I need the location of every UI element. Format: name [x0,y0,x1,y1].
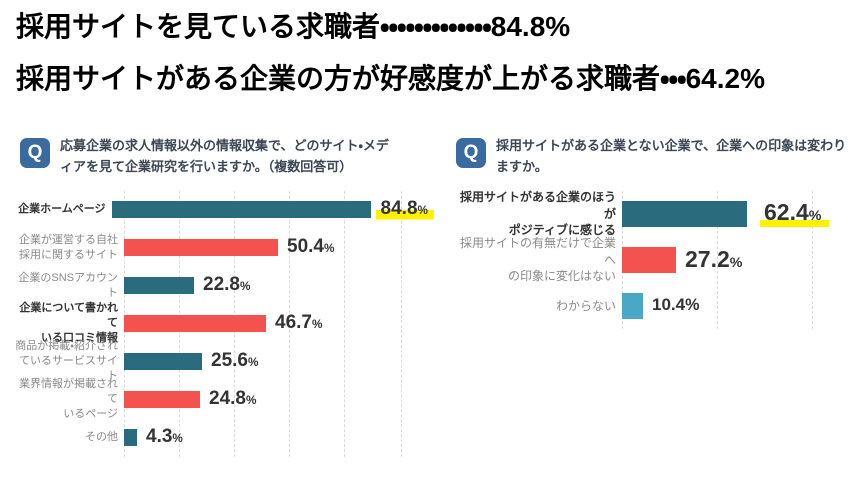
bar-row: 企業のSNSアカウント 22.8% [14,267,434,305]
bar-row: 採用サイトの有無だけで企業へ の印象に変化はない 27.2% [450,236,850,283]
percent-sign: % [685,296,700,315]
headline-1-dots: ・・・・・・・・・・・・・ [380,11,492,42]
category-label: わからない [555,298,616,313]
right-plot: 採用サイトがある企業のほうが ポジティブに感じる 62.4% 採用サイトの有無だ… [450,190,850,329]
bar [124,391,200,409]
percent-sign: % [172,432,183,446]
value-label: 25.6% [211,350,259,372]
percent-sign: % [311,318,323,332]
percent-sign: % [247,356,259,370]
value-label: 84.8% [375,198,434,221]
category-label: 業界情報が掲載されて いるページ [19,378,118,421]
value-label: 50.4% [287,236,335,258]
percent-sign: % [245,394,257,408]
value-label: 10.4% [652,295,700,315]
percent-sign: % [729,254,743,271]
chart-media-research: Q 応募企業の求人情報以外の情報収集で、どのサイト・メディアを見て企業研究を行い… [14,136,434,457]
bar [124,277,194,295]
bar [124,353,202,371]
left-question: Q 応募企業の求人情報以外の情報収集で、どのサイト・メディアを見て企業研究を行い… [14,136,434,178]
headline-1-value: 84.8% [490,11,571,42]
percent-sign: % [808,207,822,224]
value-label: 24.8% [209,388,257,410]
bar [622,292,643,319]
bar-row: わからない 10.4% [450,283,850,329]
right-question-text: 採用サイトがある企業とない企業で、企業への印象は変わりますか。 [496,138,847,174]
category-label: 企業のSNSアカウント [18,271,118,299]
bar-row: 採用サイトがある企業のほうが ポジティブに感じる 62.4% [450,190,850,237]
category-label: 採用サイトがある企業のほうが ポジティブに感じる [459,190,616,237]
charts-row: Q 応募企業の求人情報以外の情報収集で、どのサイト・メディアを見て企業研究を行い… [0,136,860,457]
right-question: Q 採用サイトがある企業とない企業で、企業への印象は変わりますか。 [450,136,850,178]
left-plot: 企業ホームページ 84.8% 企業が運営する自社 採用に関するサイト 50.4%… [14,190,434,457]
bar [124,429,137,447]
bar-row: 業界情報が掲載されて いるページ 24.8% [14,378,434,420]
category-label: 採用サイトの有無だけで企業へ の印象に変化はない [459,236,616,283]
category-label: 企業が運営する自社 採用に関するサイト [19,233,118,261]
category-label: 企業について書かれて いる口コミ情報 [19,302,118,345]
headline-2-dots: ・・・ [660,63,687,94]
left-question-text: 応募企業の求人情報以外の情報収集で、どのサイト・メディアを見て企業研究を行います… [60,138,389,174]
headline-2-label: 採用サイトがある企業の方が好感度が上がる求職者 [16,63,661,94]
q-icon: Q [456,138,486,168]
q-icon: Q [20,138,50,168]
bar-row: その他 4.3% [14,419,434,457]
category-label: 商品が掲載・紹介され ているサービスサイト [15,340,118,383]
bar-row: 企業について書かれて いる口コミ情報 46.7% [14,302,434,344]
value-label: 4.3% [146,426,183,448]
value-label: 46.7% [275,312,323,334]
bar-row: 商品が掲載・紹介され ているサービスサイト 25.6% [14,340,434,382]
headlines: 採用サイトを見ている求職者・・・・・・・・・・・・・84.8% 採用サイトがある… [0,0,860,94]
percent-sign: % [239,280,251,294]
category-label: その他 [85,431,118,444]
bar [111,201,371,219]
headline-1-label: 採用サイトを見ている求職者 [16,11,381,42]
bar [124,239,278,257]
bar [124,315,266,333]
percent-sign: % [417,204,428,218]
headline-2-value: 64.2% [685,63,765,94]
headline-favorability: 採用サイトがある企業の方が好感度が上がる求職者・・・64.2% [16,64,850,94]
category-label: 企業ホームページ [18,203,106,216]
value-label: 22.8% [203,274,251,296]
headline-job-seekers-viewing: 採用サイトを見ている求職者・・・・・・・・・・・・・84.8% [16,12,850,42]
value-label: 27.2% [685,245,743,272]
bar [622,200,747,227]
value-label: 62.4% [760,199,830,228]
bar-row: 企業ホームページ 84.8% [14,191,434,229]
bar [622,246,676,273]
chart-impression: Q 採用サイトがある企業とない企業で、企業への印象は変わりますか。 採用サイトが… [450,136,850,329]
percent-sign: % [323,242,335,256]
bar-row: 企業が運営する自社 採用に関するサイト 50.4% [14,229,434,267]
